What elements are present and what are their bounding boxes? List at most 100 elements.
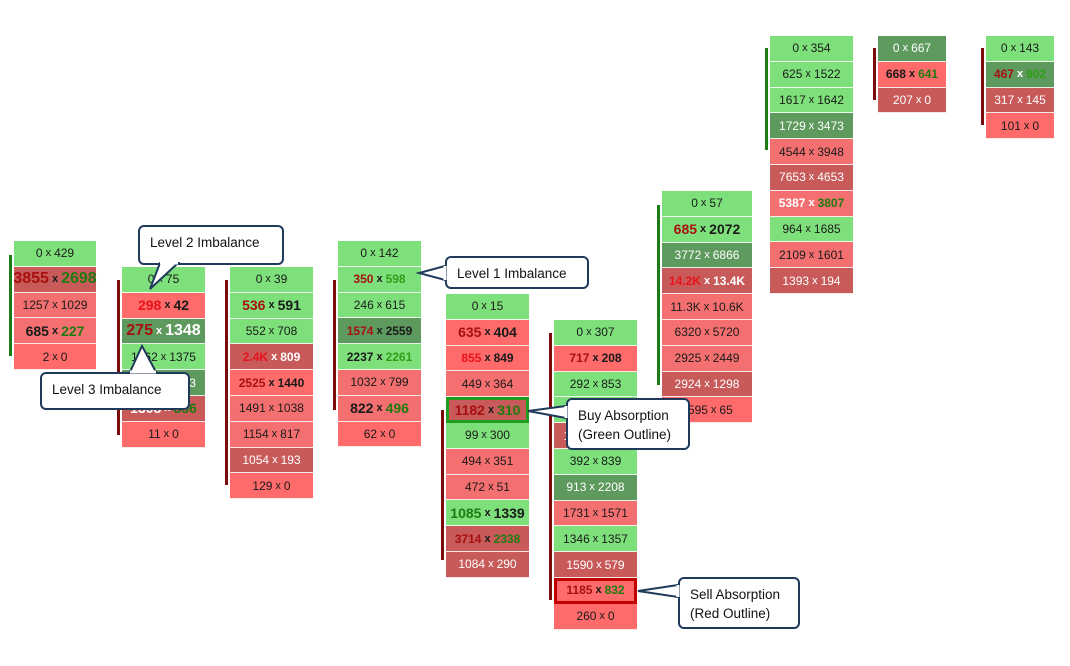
candle-5-cell-11: 1084 x 290 (446, 552, 529, 578)
candle-7-cell-5: 11.3K x 10.6K (662, 294, 752, 320)
bid-volume: 668 (885, 67, 906, 82)
candle-3-cell-9: 129 x 0 (230, 473, 313, 500)
separator-x: x (592, 506, 599, 519)
ask-volume: 6866 (712, 247, 740, 262)
separator-x: x (812, 274, 818, 287)
bid-volume: 0 (35, 246, 43, 261)
candle-9-wick (873, 48, 876, 100)
ask-volume: 4653 (817, 170, 844, 185)
candle-8-wick (765, 48, 768, 150)
separator-x: x (484, 351, 491, 364)
bid-volume: 0 (1000, 41, 1008, 56)
level1-callout-line-1: Level 1 Imbalance (457, 266, 567, 281)
separator-x: x (704, 377, 710, 390)
ask-volume: 2698 (61, 270, 97, 288)
candle-8-cell-7: 5387 x 3807 (770, 190, 853, 217)
ask-volume: 1348 (165, 321, 201, 339)
bid-volume: 246 (353, 297, 374, 312)
bid-volume: 1032 (350, 375, 378, 390)
ask-volume: 3807 (817, 196, 845, 211)
ask-volume: 799 (388, 375, 409, 390)
bid-volume: 1617 (779, 92, 806, 107)
candle-2-cell-3: 275 x 1348 (122, 318, 205, 345)
separator-x: x (376, 324, 383, 337)
candle-8-cell-2: 625 x 1522 (770, 61, 853, 88)
candle-5-cell-5: 1182 x 310 (446, 397, 529, 423)
separator-x: x (808, 119, 815, 132)
buy-callout: Buy Absorption (Green Outline) (527, 398, 690, 450)
candle-4-cell-3: 246 x 615 (338, 292, 421, 319)
ask-volume: 849 (493, 350, 514, 365)
bid-volume: 1590 (566, 557, 594, 572)
candle-6-cell-9: 1346 x 1357 (554, 526, 637, 553)
separator-x: x (376, 350, 383, 363)
bid-volume: 1393 (782, 273, 810, 288)
sell-callout: Sell Absorption (Red Outline) (637, 577, 800, 629)
ask-volume: 15 (489, 299, 504, 314)
separator-x: x (805, 222, 811, 235)
ask-volume: 364 (493, 376, 514, 391)
separator-x: x (265, 273, 271, 286)
candle-5-cell-3: 855 x 849 (446, 345, 529, 372)
separator-x: x (586, 326, 592, 339)
separator-x: x (1016, 68, 1024, 81)
separator-x: x (484, 532, 491, 545)
bid-volume: 1084 (458, 557, 486, 572)
separator-x: x (376, 298, 383, 311)
candle-4-cell-8: 62 x 0 (338, 421, 421, 448)
candle-4-cell-4: 1574 x 2559 (338, 318, 421, 345)
ask-volume: 809 (280, 349, 301, 364)
candle-2-wick (117, 280, 120, 435)
bid-volume: 7653 (779, 170, 806, 185)
separator-x: x (155, 324, 163, 337)
candle-10-cell-3: 317 x 145 (986, 87, 1054, 114)
bid-volume: 0 (576, 325, 584, 340)
separator-x: x (710, 403, 717, 416)
candle-4-cell-7: 822 x 496 (338, 395, 421, 422)
ask-volume: 3473 (817, 118, 844, 133)
ask-volume: 429 (54, 246, 75, 261)
ask-volume: 42 (173, 297, 190, 314)
separator-x: x (481, 300, 487, 313)
bid-volume: 0 (360, 246, 368, 261)
candle-10-cell-2: 467 x 902 (986, 61, 1054, 88)
bid-volume: 1574 (346, 323, 374, 338)
ask-volume: 817 (280, 427, 301, 442)
ask-volume: 1339 (493, 504, 525, 521)
candle-5-wick (441, 410, 444, 560)
bid-volume: 1154 (242, 427, 269, 442)
separator-x: x (592, 455, 599, 468)
separator-x: x (484, 326, 491, 339)
bid-volume: 913 (566, 480, 587, 495)
candle-6-cell-6: 392 x 839 (554, 449, 637, 475)
ask-volume: 194 (820, 273, 841, 288)
candle-7-wick (657, 205, 660, 385)
separator-x: x (268, 299, 275, 312)
separator-x: x (484, 506, 491, 519)
separator-x: x (595, 584, 602, 597)
ask-volume: 310 (497, 401, 521, 418)
bid-volume: 1185 (566, 583, 593, 598)
separator-x: x (592, 377, 599, 390)
separator-x: x (915, 93, 922, 106)
ask-volume: 598 (385, 272, 406, 287)
candle-7-cell-2: 685 x 2072 (662, 216, 752, 243)
ask-volume: 832 (604, 583, 625, 598)
ask-volume: 1571 (601, 505, 628, 520)
candle-3-cell-3: 552 x 708 (230, 318, 313, 345)
bid-volume: 822 (350, 400, 374, 417)
ask-volume: 1522 (813, 67, 841, 82)
separator-x: x (275, 479, 281, 492)
ask-volume: 1298 (712, 376, 740, 391)
candle-8-cell-1: 0 x 354 (770, 36, 853, 62)
ask-volume: 2208 (597, 480, 625, 495)
bid-volume: 298 (137, 297, 162, 314)
bid-volume: 625 (782, 67, 803, 82)
level3-callout-line-1: Level 3 Imbalance (52, 382, 162, 397)
ask-volume: 300 (489, 428, 510, 443)
candle-5-cell-9: 1085 x 1339 (446, 500, 529, 527)
bid-volume: 552 (245, 323, 266, 338)
candle-10-cell-1: 0 x 143 (986, 36, 1054, 62)
separator-x: x (599, 610, 605, 623)
level1-callout: Level 1 Imbalance (415, 256, 589, 289)
